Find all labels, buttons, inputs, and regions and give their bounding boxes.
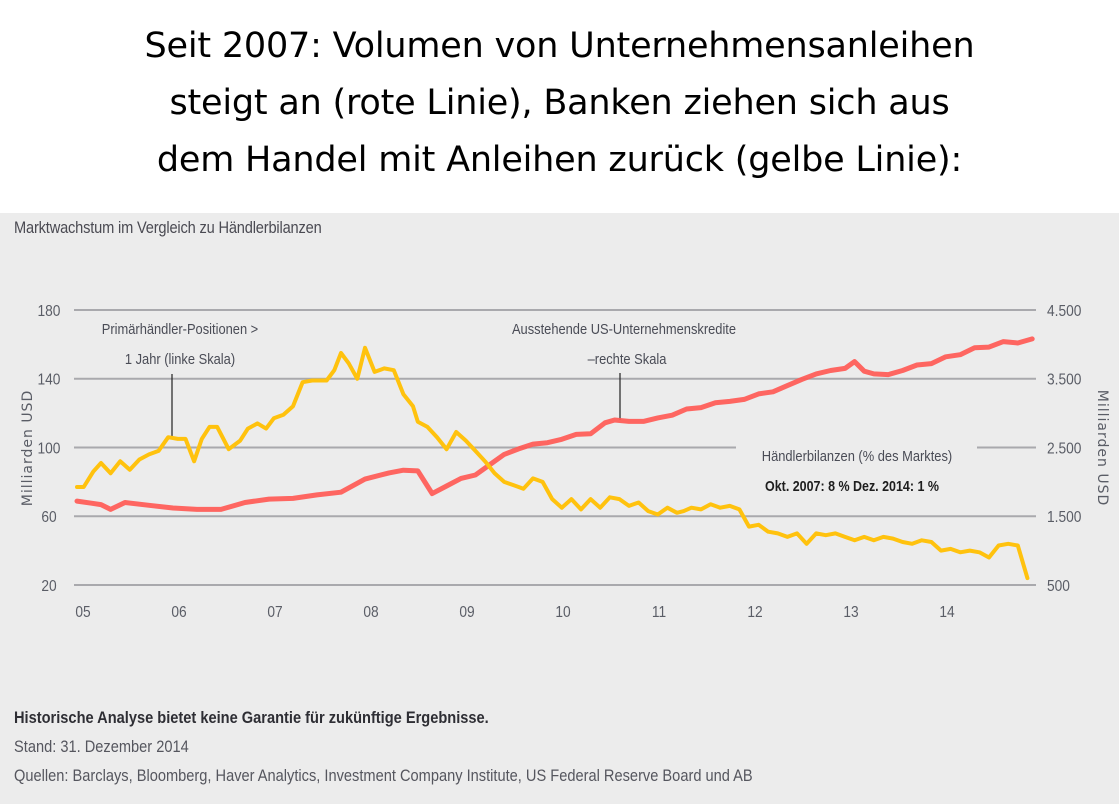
footer-date: Stand: 31. Dezember 2014 bbox=[14, 737, 189, 756]
x-tick-label: 10 bbox=[555, 603, 570, 621]
red-series-line bbox=[74, 336, 1035, 512]
headline-line-2: steigt an (rote Linie), Banken ziehen si… bbox=[169, 83, 950, 123]
x-tick-label: 14 bbox=[939, 603, 954, 621]
x-axis-ticks: 05 06 07 08 09 10 11 12 13 14 bbox=[75, 603, 954, 621]
x-tick-label: 08 bbox=[363, 603, 378, 621]
y-tick-right-label: 4.500 bbox=[1047, 302, 1081, 320]
y-axis-right-ticks: 4.500 3.500 2.500 1.500 500 bbox=[1047, 302, 1081, 595]
x-tick-label: 07 bbox=[267, 603, 282, 621]
y-tick-left-label: 60 bbox=[41, 508, 56, 526]
footer-sources: Quellen: Barclays, Bloomberg, Haver Anal… bbox=[14, 766, 753, 785]
x-tick-label: 13 bbox=[843, 603, 858, 621]
headline-line-3: dem Handel mit Anleihen zurück (gelbe Li… bbox=[156, 140, 963, 180]
red-series-label-line-1: Ausstehende US-Unternehmenskredite bbox=[512, 320, 736, 337]
y-tick-right-label: 500 bbox=[1047, 577, 1070, 595]
red-series-label-line-2: –rechte Skala bbox=[588, 350, 667, 367]
chart-title: Marktwachstum im Vergleich zu Händlerbil… bbox=[14, 218, 322, 237]
y-tick-right-label: 1.500 bbox=[1047, 508, 1081, 526]
headline-line-1: Seit 2007: Volumen von Unternehmensanlei… bbox=[144, 26, 975, 66]
series-group bbox=[74, 336, 1035, 581]
x-tick-label: 06 bbox=[171, 603, 186, 621]
x-tick-label: 09 bbox=[459, 603, 474, 621]
y-axis-left-ticks: 180 140 100 60 20 bbox=[38, 302, 61, 595]
y-tick-right-label: 3.500 bbox=[1047, 371, 1081, 389]
y-tick-left-label: 140 bbox=[38, 371, 61, 389]
footer-disclaimer: Historische Analyse bietet keine Garanti… bbox=[14, 708, 489, 727]
dealer-balance-label: Händlerbilanzen (% des Marktes) bbox=[762, 447, 952, 464]
y-tick-left-label: 180 bbox=[38, 302, 61, 320]
yellow-series-points bbox=[76, 347, 1028, 579]
x-tick-label: 11 bbox=[652, 603, 666, 621]
yellow-series-label-line-2: 1 Jahr (linke Skala) bbox=[125, 350, 235, 367]
y-axis-left-title: Milliarden USD bbox=[20, 390, 36, 506]
x-tick-label: 12 bbox=[747, 603, 762, 621]
headline: Seit 2007: Volumen von Unternehmensanlei… bbox=[0, 18, 1119, 189]
yellow-series-label-line-1: Primärhändler-Positionen > bbox=[102, 320, 258, 337]
yellow-series-line bbox=[75, 345, 1030, 581]
x-tick-label: 05 bbox=[75, 603, 90, 621]
gridlines bbox=[74, 309, 1036, 586]
y-tick-left-label: 100 bbox=[38, 440, 61, 458]
dealer-balance-values: Okt. 2007: 8 % Dez. 2014: 1 % bbox=[765, 478, 939, 494]
y-axis-right-title: Milliarden USD bbox=[1094, 390, 1110, 506]
y-tick-left-label: 20 bbox=[41, 577, 56, 595]
y-tick-right-label: 2.500 bbox=[1047, 440, 1081, 458]
